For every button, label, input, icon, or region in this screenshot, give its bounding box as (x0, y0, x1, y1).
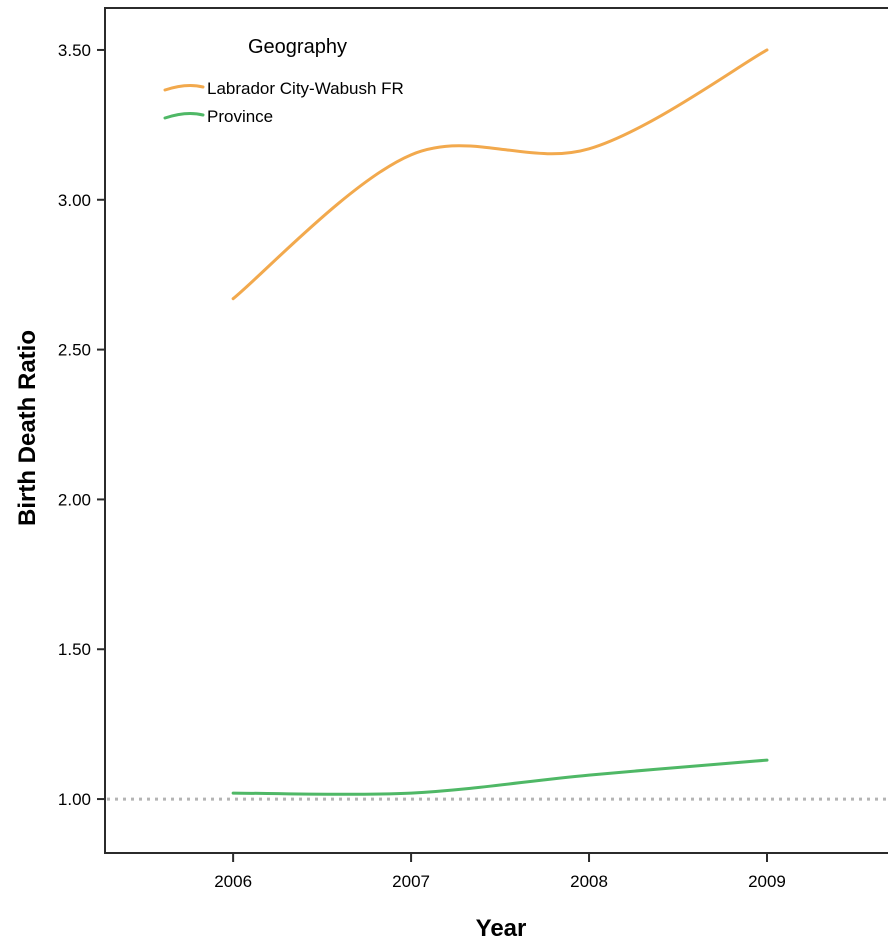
series-line-labrador-city-wabush-fr (231, 48, 769, 301)
data-point-province (765, 758, 769, 762)
legend-label-province: Province (207, 107, 273, 126)
y-axis-title: Birth Death Ratio (14, 330, 41, 526)
legend: Geography Labrador City-Wabush FR Provinc… (163, 36, 404, 126)
y-tick-label: 1.00 (58, 790, 91, 809)
data-point-labrador-city-wabush-fr (231, 297, 235, 301)
data-point-province (587, 773, 591, 777)
legend-label-labrador-city-wabush-fr: Labrador City-Wabush FR (207, 79, 404, 98)
series-line-province (231, 758, 769, 796)
x-tick-label: 2008 (570, 872, 608, 891)
y-tick-label: 1.50 (58, 640, 91, 659)
plot-frame (104, 7, 888, 854)
y-tick-label: 3.00 (58, 191, 91, 210)
legend-title: Geography (248, 36, 347, 58)
data-point-labrador-city-wabush-fr (587, 147, 591, 151)
legend-swatch-province (163, 112, 205, 120)
y-tick-label: 3.50 (58, 41, 91, 60)
data-point-labrador-city-wabush-fr (409, 153, 413, 157)
data-point-labrador-city-wabush-fr (765, 48, 769, 52)
x-tick-label: 2006 (214, 872, 252, 891)
y-tick-label: 2.00 (58, 490, 91, 509)
data-point-province (231, 791, 235, 795)
x-axis-title: Year (476, 915, 527, 942)
axes: 1.00 1.50 2.00 2.50 3.00 3.50 2006 2007 2008 2009 (58, 7, 888, 891)
data-point-province (409, 791, 413, 795)
plot-area (107, 48, 888, 801)
x-tick-label: 2007 (392, 872, 430, 891)
x-tick-label: 2009 (748, 872, 786, 891)
legend-swatch-labrador-city-wabush-fr (163, 84, 205, 92)
y-tick-label: 2.50 (58, 341, 91, 360)
